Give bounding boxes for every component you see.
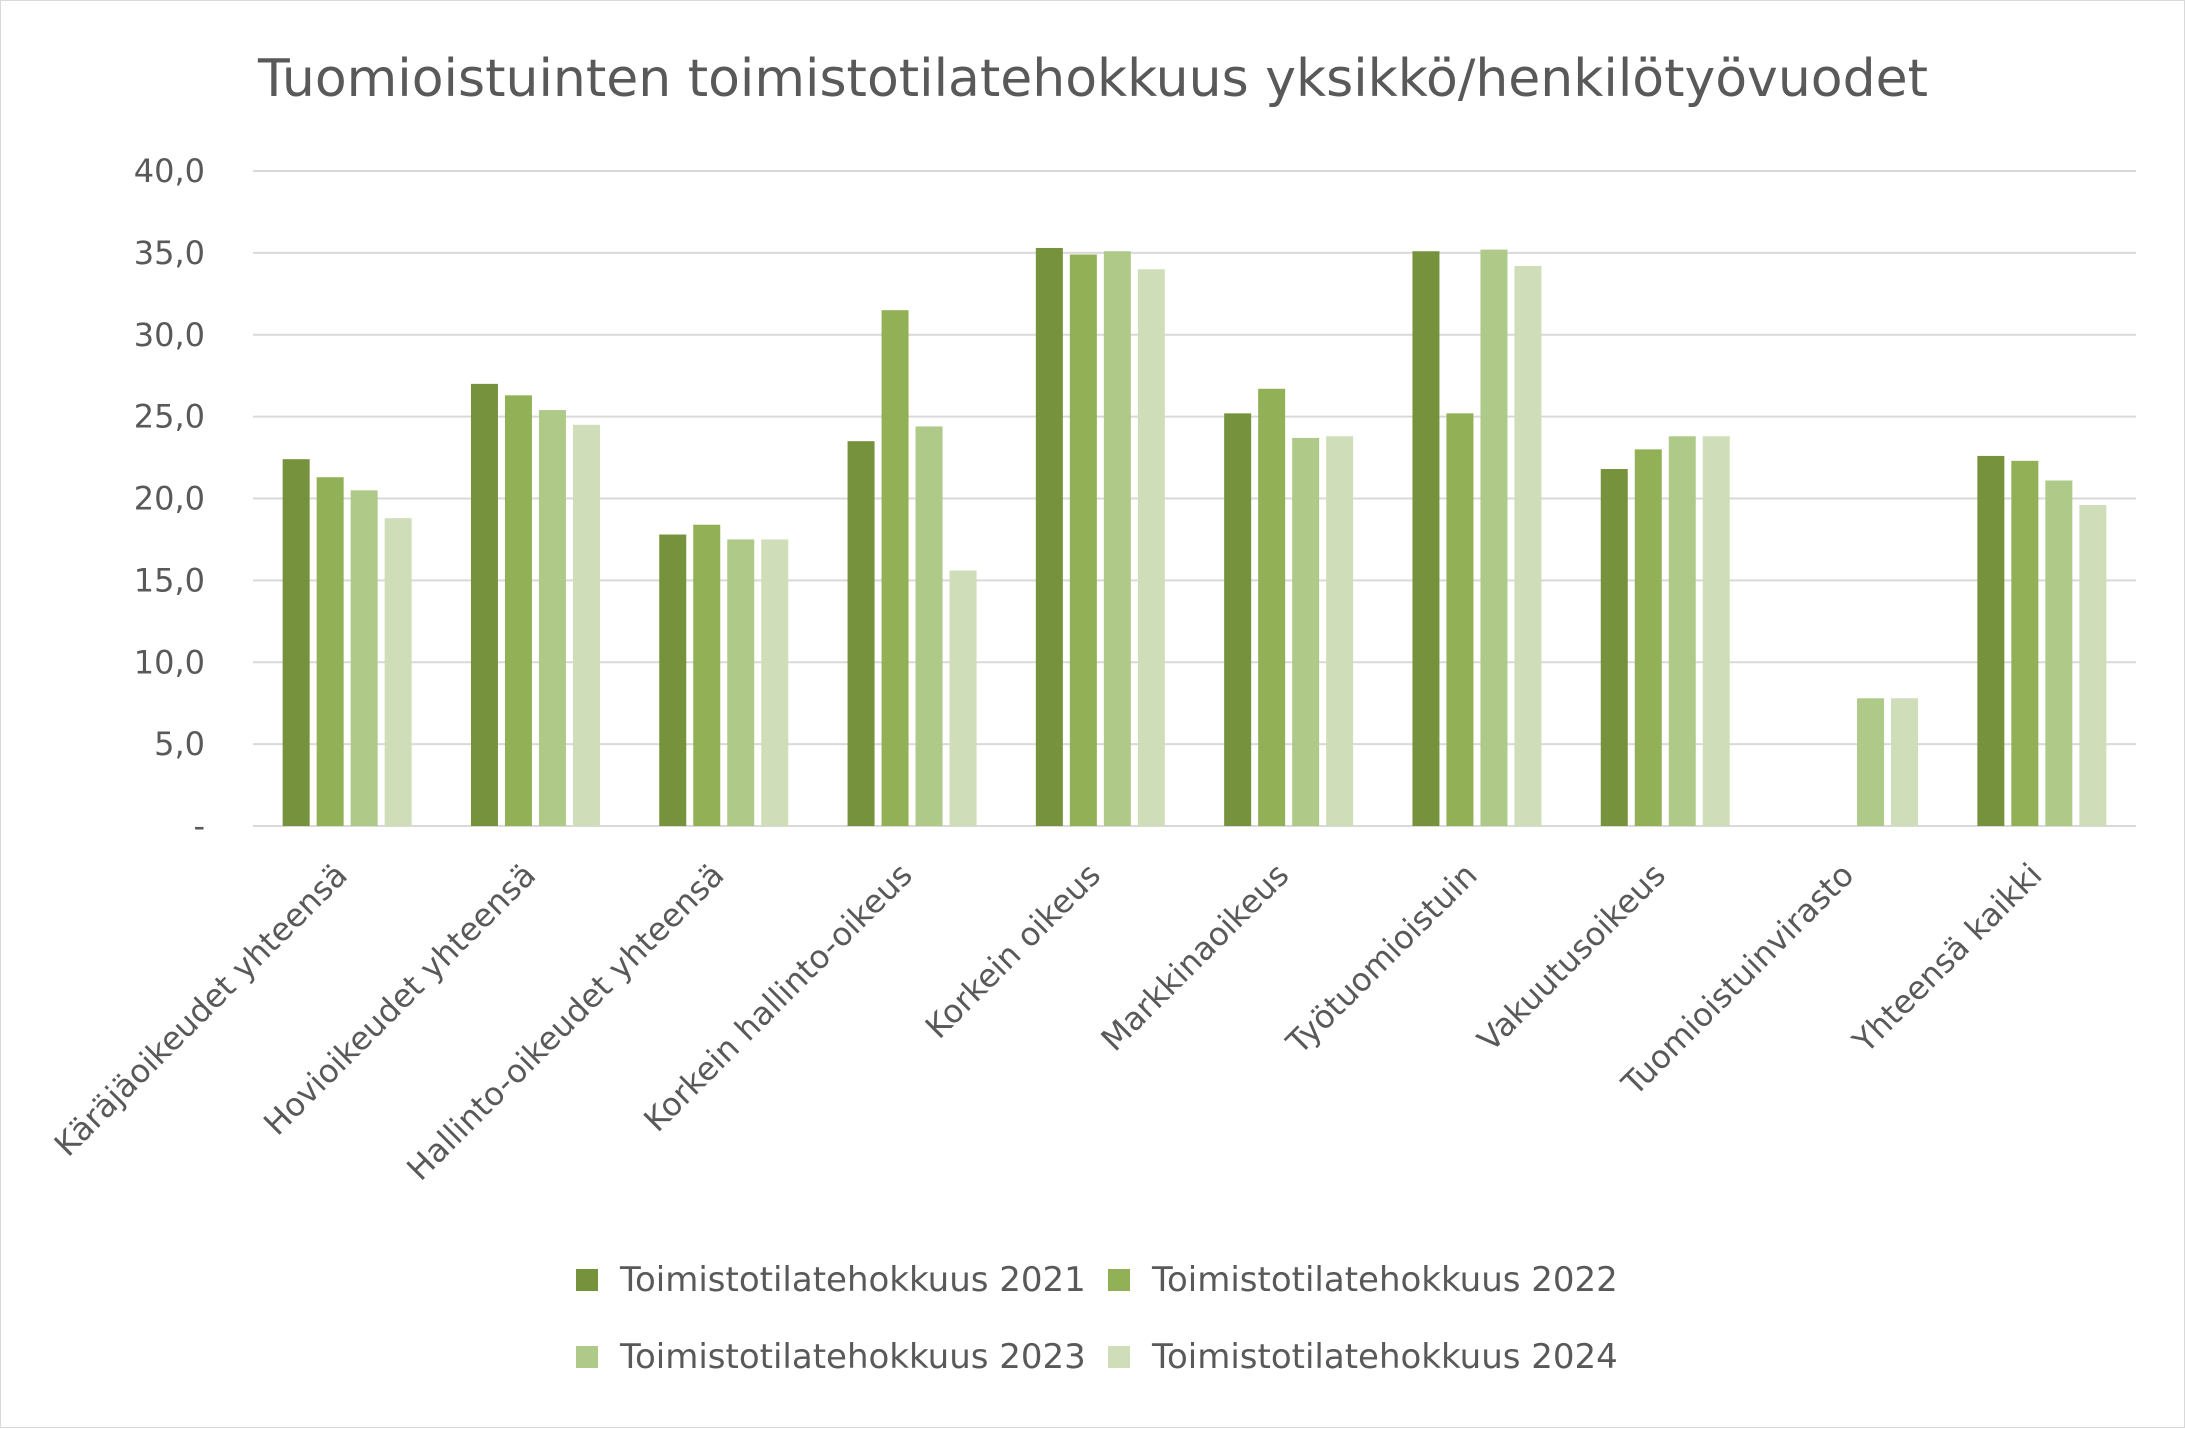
- bar: [1035, 247, 1063, 826]
- bar: [1891, 698, 1919, 826]
- bar: [915, 426, 943, 826]
- bar: [572, 424, 600, 826]
- bar: [282, 459, 310, 826]
- bar: [1480, 249, 1508, 827]
- legend-label: Toimistotilatehokkuus 2021: [619, 1260, 1086, 1300]
- bar: [470, 383, 498, 826]
- chart-title: Tuomioistuinten toimistotilatehokkuus yk…: [257, 49, 1928, 109]
- bar: [2045, 480, 2073, 826]
- bar: [1600, 469, 1628, 826]
- bar: [1069, 254, 1097, 826]
- y-tick-label: 25,0: [134, 398, 205, 436]
- bar: [1514, 265, 1542, 827]
- y-tick-label: 5,0: [154, 725, 205, 763]
- x-tick-label: Hallinto-oikeudet yhteensä: [399, 856, 731, 1188]
- bar: [727, 539, 755, 826]
- y-tick-label: 35,0: [134, 234, 205, 272]
- x-tick-label: Vakuutusoikeus: [1470, 856, 1673, 1059]
- x-tick-label: Työtuomioistuin: [1278, 856, 1484, 1062]
- bar: [384, 518, 412, 826]
- bar: [1634, 449, 1662, 826]
- bars: [282, 247, 2107, 827]
- bar: [1857, 698, 1885, 826]
- bar: [659, 534, 687, 826]
- bar: [1446, 413, 1474, 826]
- y-axis-tick-labels: - 5,0 10,0 15,0 20,0 25,0 30,0 35,0 40,0: [134, 152, 205, 845]
- bar: [2011, 460, 2039, 826]
- bar: [2079, 505, 2107, 826]
- legend-swatch: [1108, 1269, 1130, 1291]
- legend-swatch: [1108, 1346, 1130, 1368]
- bar: [350, 490, 378, 826]
- bar: [1412, 251, 1440, 827]
- bar: [881, 310, 909, 826]
- bar: [1292, 437, 1320, 826]
- x-tick-label: Markkinaoikeus: [1094, 856, 1297, 1059]
- bar: [538, 410, 566, 826]
- legend-label: Toimistotilatehokkuus 2023: [619, 1337, 1086, 1377]
- gridlines: [253, 170, 2136, 827]
- y-tick-label: -: [193, 807, 205, 845]
- bar: [949, 570, 977, 826]
- y-tick-label: 20,0: [134, 480, 205, 518]
- bar: [1668, 436, 1696, 826]
- legend-swatch: [576, 1346, 598, 1368]
- y-tick-label: 40,0: [134, 152, 205, 190]
- legend-label: Toimistotilatehokkuus 2022: [1151, 1260, 1618, 1300]
- legend-label: Toimistotilatehokkuus 2024: [1151, 1337, 1618, 1377]
- bar: [316, 477, 344, 826]
- bar: [761, 539, 789, 826]
- bar: [693, 524, 721, 826]
- bar: [847, 441, 875, 826]
- x-tick-label: Käräjäoikeudet yhteensä: [47, 856, 355, 1164]
- y-tick-label: 10,0: [134, 643, 205, 681]
- bar: [1258, 388, 1286, 826]
- bar: [1224, 413, 1252, 826]
- bar: [1977, 455, 2005, 826]
- x-tick-label: Yhteensä kaikki: [1845, 856, 2050, 1061]
- y-tick-label: 30,0: [134, 316, 205, 354]
- bar: [1137, 269, 1165, 826]
- bar: [504, 395, 532, 826]
- bar: [1702, 436, 1730, 826]
- bar: [1103, 251, 1131, 827]
- legend: Toimistotilatehokkuus 2021 Toimistotilate…: [576, 1260, 1618, 1377]
- bar: [1326, 436, 1354, 826]
- y-tick-label: 15,0: [134, 561, 205, 599]
- legend-swatch: [576, 1269, 598, 1291]
- x-tick-label: Korkein oikeus: [918, 856, 1108, 1046]
